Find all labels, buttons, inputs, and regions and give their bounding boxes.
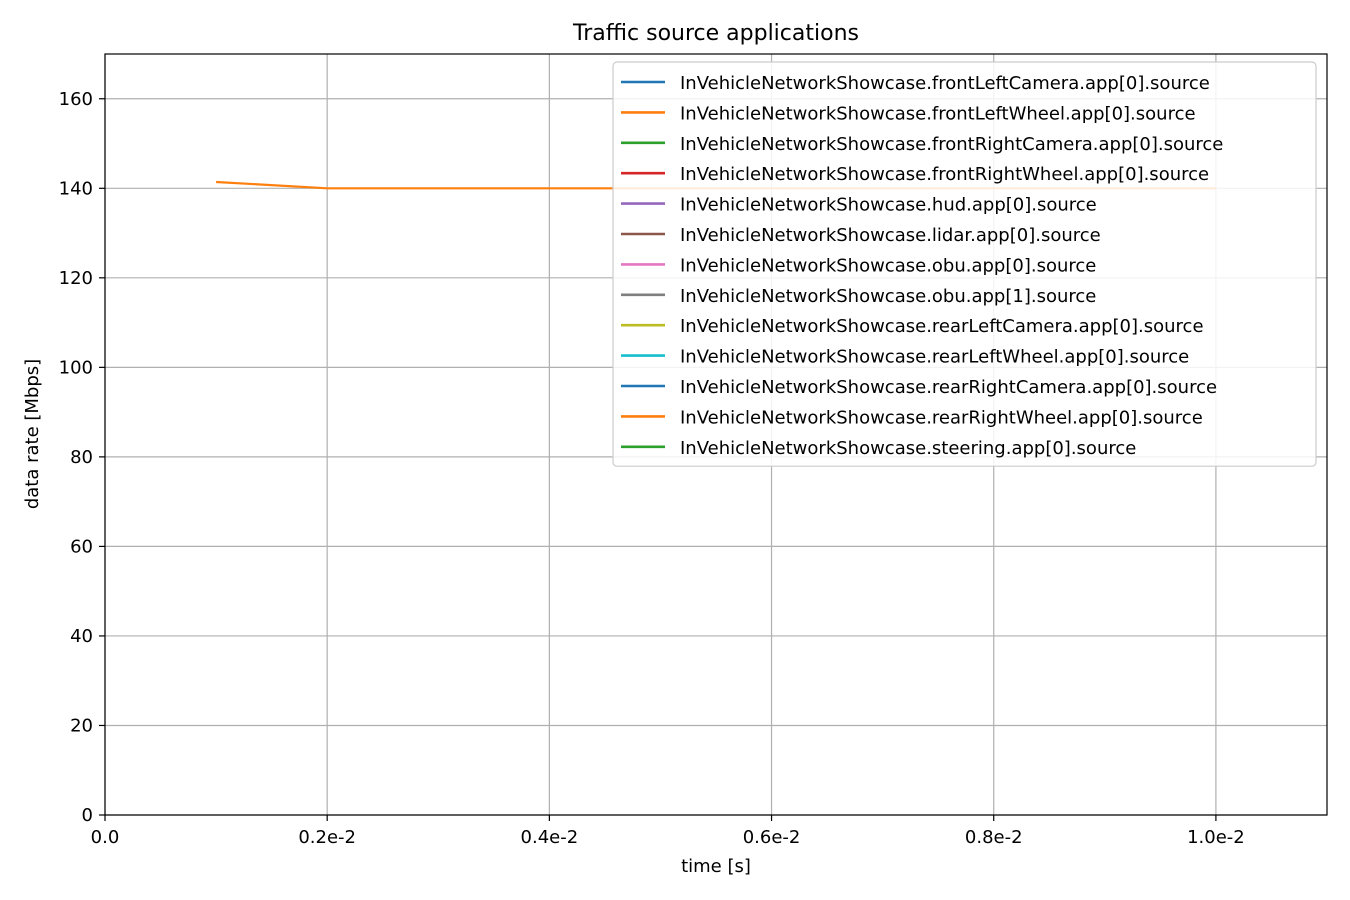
x-tick-label: 0.0: [91, 827, 120, 848]
y-tick-label: 0: [82, 805, 93, 826]
y-tick-label: 80: [70, 447, 93, 468]
x-tick-label: 0.4e-2: [521, 827, 579, 848]
legend-label-4: InVehicleNetworkShowcase.hud.app[0].sour…: [680, 195, 1097, 216]
legend-label-12: InVehicleNetworkShowcase.steering.app[0]…: [680, 438, 1136, 459]
y-tick-label: 100: [59, 357, 93, 378]
legend: InVehicleNetworkShowcase.frontLeftCamera…: [612, 61, 1317, 467]
chart-title: Traffic source applications: [572, 21, 859, 46]
x-axis-label: time [s]: [681, 856, 751, 877]
legend-label-0: InVehicleNetworkShowcase.frontLeftCamera…: [680, 73, 1210, 94]
y-tick-label: 40: [70, 626, 93, 647]
x-tick-label: 0.8e-2: [965, 827, 1023, 848]
legend-label-7: InVehicleNetworkShowcase.obu.app[1].sour…: [680, 286, 1096, 307]
legend-label-8: InVehicleNetworkShowcase.rearLeftCamera.…: [680, 316, 1204, 337]
legend-label-3: InVehicleNetworkShowcase.frontRightWheel…: [680, 164, 1209, 185]
legend-box: [612, 61, 1317, 467]
y-tick-label: 120: [59, 268, 93, 289]
y-tick-label: 20: [70, 715, 93, 736]
legend-label-9: InVehicleNetworkShowcase.rearLeftWheel.a…: [680, 347, 1189, 368]
legend-label-1: InVehicleNetworkShowcase.frontLeftWheel.…: [680, 103, 1196, 124]
x-tick-label: 0.2e-2: [298, 827, 356, 848]
plot-frame: [104, 53, 1328, 816]
legend-label-10: InVehicleNetworkShowcase.rearRightCamera…: [680, 377, 1217, 398]
y-tick-label: 140: [59, 178, 93, 199]
y-tick-label: 160: [59, 89, 93, 110]
x-tick-label: 1.0e-2: [1187, 827, 1245, 848]
legend-label-11: InVehicleNetworkShowcase.rearRightWheel.…: [680, 407, 1203, 428]
x-axis-ticks: 0.0 0.2e-2 0.4e-2 0.6e-2 0.8e-2 1.0e-2: [91, 815, 1245, 848]
x-tick-label: 0.6e-2: [743, 827, 801, 848]
legend-label-5: InVehicleNetworkShowcase.lidar.app[0].so…: [680, 225, 1101, 246]
legend-label-6: InVehicleNetworkShowcase.obu.app[0].sour…: [680, 255, 1096, 276]
y-tick-label: 60: [70, 536, 93, 557]
y-axis-label: data rate [Mbps]: [22, 359, 43, 509]
y-axis-ticks: 0 20 40 60 80 100 120 140 160: [59, 89, 105, 826]
legend-label-2: InVehicleNetworkShowcase.frontRightCamer…: [680, 134, 1223, 155]
